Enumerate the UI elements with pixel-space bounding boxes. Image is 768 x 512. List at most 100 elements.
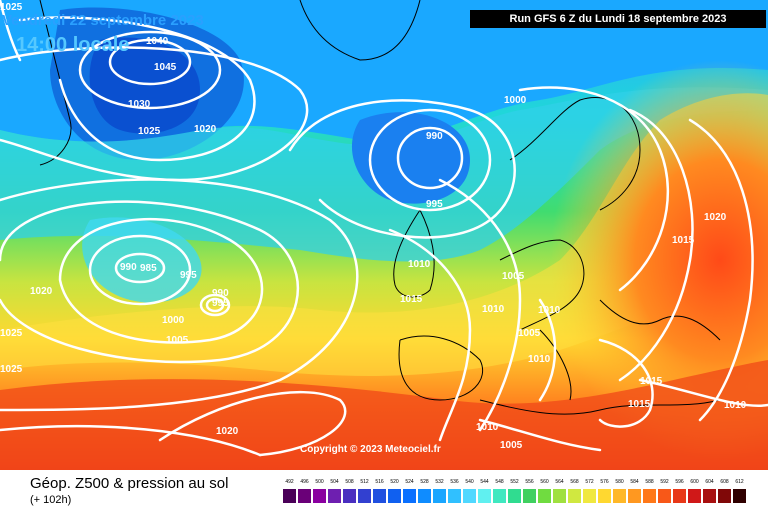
field-warm-east (550, 60, 768, 460)
scale-swatch (478, 489, 491, 503)
scale-label: 544 (480, 479, 489, 485)
scale-swatch (733, 489, 746, 503)
isobar-label: 990 (120, 262, 137, 273)
isobar-label: 990 (212, 288, 229, 299)
scale-swatch (283, 489, 296, 503)
isobar-labels: 1025 1040 1045 1030 1025 1020 1000 990 9… (0, 2, 747, 451)
isobar-label: 1000 (504, 95, 527, 106)
scale-swatch (703, 489, 716, 503)
isobar-label: 1025 (138, 126, 161, 137)
scale-swatch (388, 489, 401, 503)
scale-label: 564 (555, 479, 564, 485)
scale-label: 556 (525, 479, 534, 485)
scale-label: 576 (600, 479, 609, 485)
isobar-label: 995 (180, 270, 197, 281)
isobar-label: 1020 (30, 286, 53, 297)
isobar-label: 1010 (528, 354, 551, 365)
field-red-south (0, 360, 768, 470)
isobar-label: 1005 (500, 440, 523, 451)
scale-label: 588 (645, 479, 654, 485)
scale-swatch (448, 489, 461, 503)
scale-label: 596 (675, 479, 684, 485)
field-low-atlantic (82, 217, 202, 303)
scale-swatch (343, 489, 356, 503)
forecast-time: 14:00 locale (16, 34, 130, 56)
isobar-label: 995 (212, 298, 229, 309)
scale-swatch (553, 489, 566, 503)
forecast-date: Vendredi 22 septembre 2023 (2, 12, 204, 29)
isobar-label: 1005 (518, 328, 541, 339)
isobar-label: 1025 (0, 2, 23, 13)
scale-label: 496 (300, 479, 309, 485)
isobar-label: 1010 (724, 400, 747, 411)
isobar-label: 1015 (640, 376, 663, 387)
scale-label: 592 (660, 479, 669, 485)
scale-label: 500 (315, 479, 324, 485)
isobar-label: 1045 (154, 62, 177, 73)
isobar-label: 1020 (194, 124, 217, 135)
scale-label: 508 (345, 479, 354, 485)
scale-swatch (643, 489, 656, 503)
pressure-map: 1025 1040 1045 1030 1025 1020 1000 990 9… (0, 0, 768, 470)
chart-title: Géop. Z500 & pression au sol (30, 475, 229, 492)
isobar-label: 1005 (502, 271, 525, 282)
isobar-label: 990 (426, 131, 443, 142)
scale-swatch (628, 489, 641, 503)
isobar-label: 995 (426, 199, 443, 210)
scale-swatch (718, 489, 731, 503)
scale-label: 612 (735, 479, 744, 485)
scale-swatch (493, 489, 506, 503)
scale-label: 524 (405, 479, 414, 485)
isobar-label: 1010 (482, 304, 505, 315)
scale-label: 536 (450, 479, 459, 485)
scale-label: 504 (330, 479, 339, 485)
footer: Géop. Z500 & pression au sol (+ 102h) 49… (0, 470, 768, 512)
scale-labels: 492 496 500 504 508 512 516 520 524 528 532 536 540 5… (283, 479, 751, 488)
isobar-label: 1010 (538, 305, 561, 316)
scale-label: 604 (705, 479, 714, 485)
scale-swatch (538, 489, 551, 503)
scale-swatch (613, 489, 626, 503)
isobar-label: 985 (140, 263, 157, 274)
forecast-lead: (+ 102h) (30, 494, 72, 506)
scale-label: 584 (630, 479, 639, 485)
scale-swatch (673, 489, 686, 503)
scale-swatch (508, 489, 521, 503)
scale-label: 552 (510, 479, 519, 485)
scale-label: 532 (435, 479, 444, 485)
coastlines (39, 0, 721, 415)
scale-label: 572 (585, 479, 594, 485)
scale-swatch (463, 489, 476, 503)
scale-swatch (658, 489, 671, 503)
isobar-label: 1015 (628, 399, 651, 410)
scale-label: 560 (540, 479, 549, 485)
scale-swatch (328, 489, 341, 503)
isobar-label: 1005 (166, 335, 189, 346)
scale-label: 580 (615, 479, 624, 485)
copyright-text: Copyright © 2023 Meteociel.fr (300, 444, 441, 455)
scale-label: 512 (360, 479, 369, 485)
scale-swatch (598, 489, 611, 503)
isobar-label: 1015 (400, 294, 423, 305)
scale-swatch (358, 489, 371, 503)
field-low-greenland-core (89, 37, 200, 134)
scale-label: 568 (570, 479, 579, 485)
scale-swatch (583, 489, 596, 503)
isobar-label: 1020 (216, 426, 239, 437)
scale-label: 492 (285, 479, 294, 485)
color-scale-legend: 492 496 500 504 508 512 516 520 524 528 532 536 540 5… (283, 479, 751, 503)
scale-label: 608 (720, 479, 729, 485)
isobar-label: 1040 (146, 36, 169, 47)
scale-swatch (568, 489, 581, 503)
scale-swatch (298, 489, 311, 503)
isobar-label: 1015 (672, 235, 695, 246)
scale-label: 520 (390, 479, 399, 485)
scale-label: 600 (690, 479, 699, 485)
isobar-label: 1000 (162, 315, 185, 326)
isobar-label: 1030 (128, 99, 151, 110)
isobar-label: 1020 (704, 212, 727, 223)
scale-swatch (313, 489, 326, 503)
scale-swatch (403, 489, 416, 503)
scale-swatch (433, 489, 446, 503)
